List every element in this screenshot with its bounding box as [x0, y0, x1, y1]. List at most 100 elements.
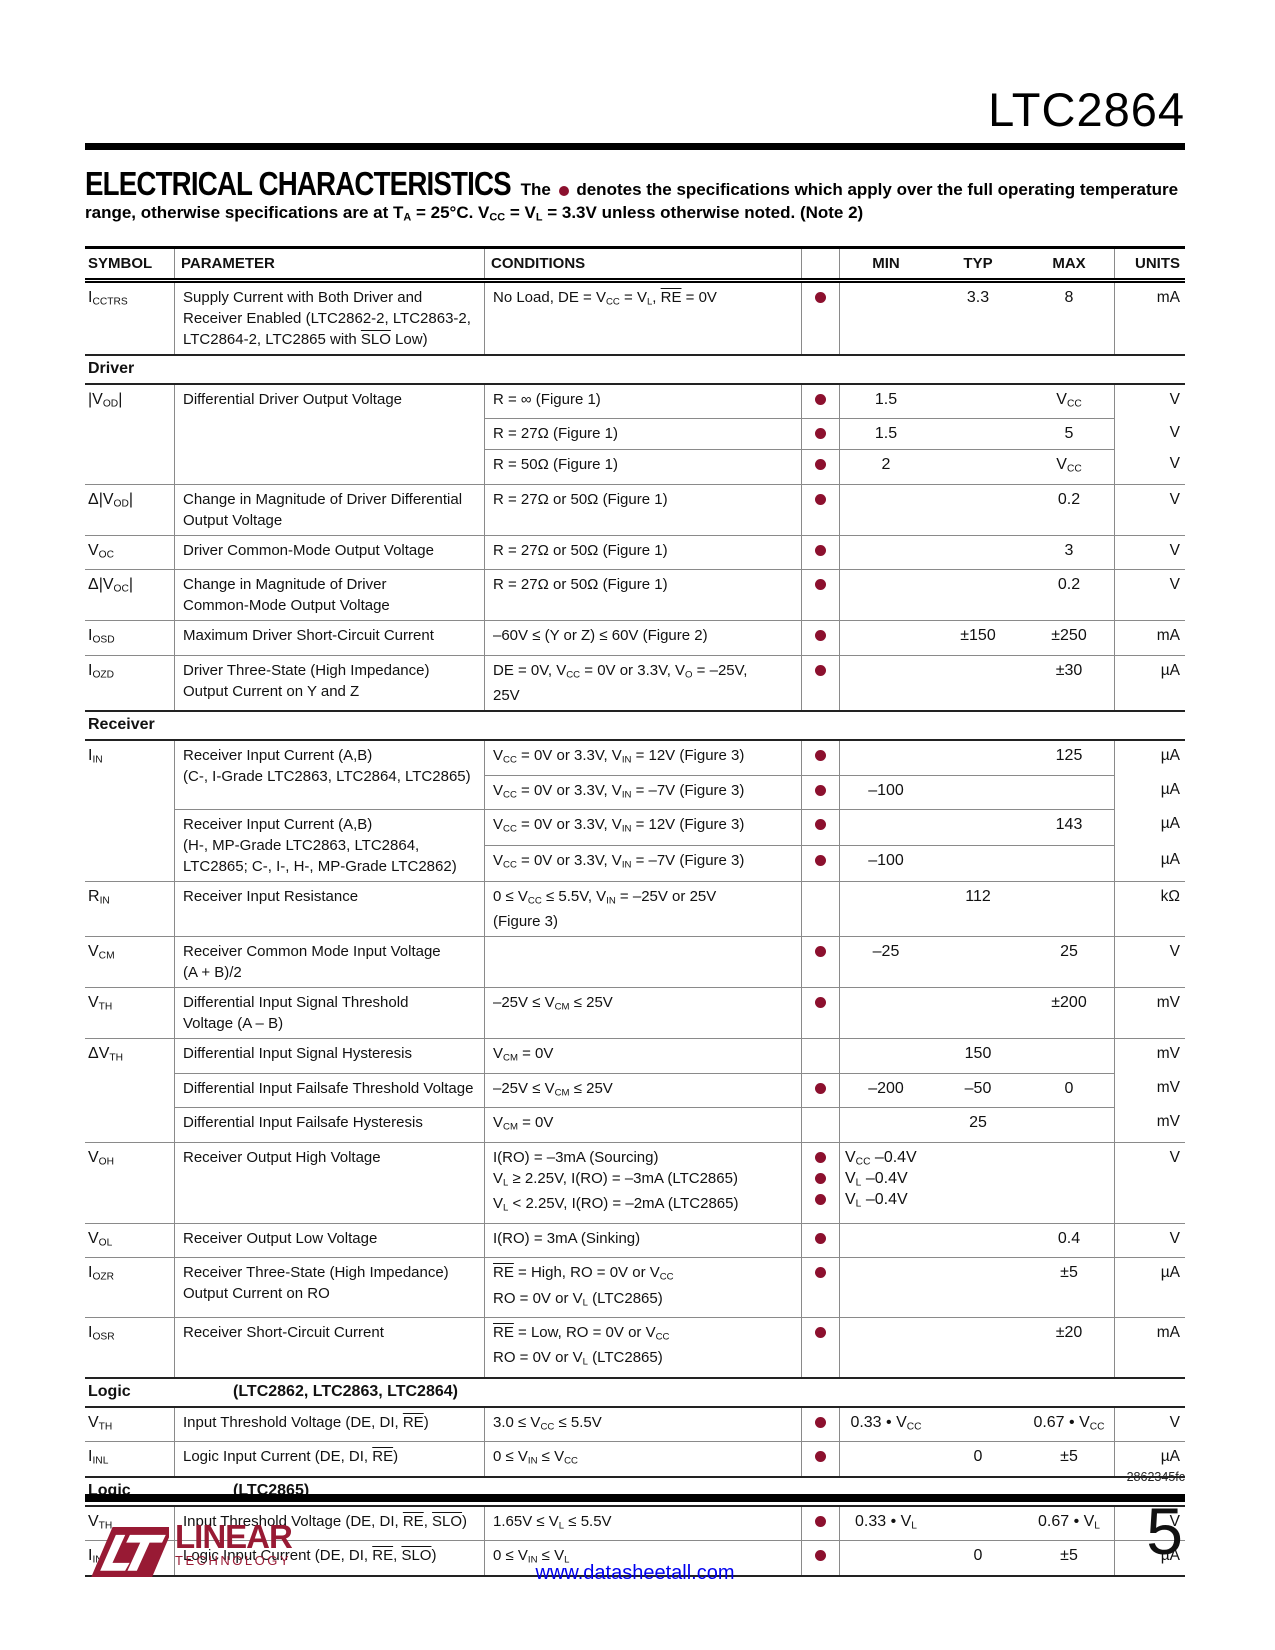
electrical-characteristics-table: SYMBOL PARAMETER CONDITIONS MIN TYP MAX UNITS … [85, 245, 1185, 1577]
min-cell: VCC –0.4V VL –0.4V VL –0.4V [845, 1148, 917, 1210]
units-cell: mV [1156, 994, 1180, 1012]
parameter-cell: Differential Driver Output Voltage [175, 384, 485, 484]
units-cell: mA [1156, 288, 1180, 306]
parameter-cell: Driver Three-State (High Impedance) Outpu… [175, 655, 485, 711]
dot-cell [802, 384, 840, 419]
typ-cell [932, 988, 1024, 1038]
typ-cell [932, 418, 1024, 449]
red-dot-icon [558, 186, 569, 196]
parameter-cell: Logic Input Current (DE, DI, RE, SLO) [175, 1541, 485, 1575]
symbol-cell: VCM [85, 937, 175, 988]
full-range-dot-icon [815, 1172, 826, 1184]
dot-cell [802, 845, 840, 882]
min-cell [840, 485, 932, 535]
heading-note-pre: The [520, 180, 551, 199]
units-cell: µA [1160, 1448, 1180, 1466]
conditions-cell: 1.65V ≤ VL ≤ 5.5V [485, 1506, 802, 1541]
symbol-cell: IOSD [85, 621, 175, 655]
dot-cell [802, 449, 840, 484]
dot-cell [802, 418, 840, 450]
typ-cell [932, 385, 1024, 419]
conditions-cell: VCM = 0V [485, 1039, 802, 1074]
parameter-cell: Differential Input Signal Hysteresis [175, 1039, 485, 1074]
dot-cell [802, 937, 840, 988]
dot-cell [802, 988, 840, 1039]
conditions-cell: R = 27Ω (Figure 1) [485, 418, 802, 450]
section-header-receiver: Receiver [85, 710, 1185, 742]
full-range-dot-icon [815, 750, 826, 762]
full-range-dot-icon [815, 630, 826, 642]
page-number: 5 [1146, 1494, 1183, 1568]
electrical-characteristics-title: ELECTRICAL CHARACTERISTICS [85, 165, 512, 202]
section-heading: ELECTRICAL CHARACTERISTICS The denotes t… [85, 165, 1185, 230]
max-cell [1024, 1107, 1115, 1142]
typ-cell [932, 1258, 1024, 1317]
typ-cell [932, 1143, 1024, 1223]
units-cell: V [1169, 541, 1180, 559]
max-cell: 0.2 [1024, 570, 1115, 621]
units-cell: µA [1160, 815, 1180, 833]
site-link[interactable]: www.datasheetall.com [535, 1562, 735, 1584]
symbol-cell [85, 1107, 175, 1142]
max-cell [1024, 774, 1115, 810]
typ-cell [932, 485, 1024, 535]
max-cell: 0.67 • VL [1024, 1506, 1115, 1541]
parameter-cell: Differential Input Failsafe Hysteresis [175, 1107, 485, 1142]
full-range-dot-icon [815, 664, 826, 676]
max-cell: VCC [1024, 449, 1115, 484]
spec-row: IOSR Receiver Short-Circuit Current RE = L… [85, 1316, 1185, 1377]
min-cell [840, 809, 932, 845]
section-title: Receiver [88, 716, 155, 734]
max-cell: ±5 [1024, 1541, 1115, 1575]
spec-row: Receiver Input Current (A,B) (H-, MP-Grad… [85, 809, 1185, 882]
spec-row: VOC Driver Common-Mode Output Voltage R = … [85, 534, 1185, 570]
symbol-cell: Δ|VOC| [85, 570, 175, 621]
typ-cell: 0 [973, 1547, 983, 1565]
units-cell: V [1169, 1413, 1180, 1431]
dot-cell [802, 1107, 840, 1142]
spec-row: IOZR Receiver Three-State (High Impedance… [85, 1257, 1185, 1317]
page-footer: 2862345fc LINEAR TECHNOLOGY www.datashee… [85, 1470, 1185, 1650]
spec-row: VCM Receiver Common Mode Input Voltage (A … [85, 936, 1185, 988]
units-cell: mV [1156, 1079, 1180, 1097]
header-rule [85, 143, 1185, 150]
units-cell: mV [1156, 1113, 1180, 1131]
typ-cell [932, 656, 1024, 710]
min-cell [840, 536, 932, 570]
max-cell: ±5 [1024, 1442, 1115, 1476]
full-range-dot-icon [815, 493, 826, 505]
units-cell: V [1169, 1229, 1180, 1247]
symbol-cell: VTH [85, 1506, 175, 1541]
spec-row: IINL Logic Input Current (DE, DI, RE) 0 ≤ … [85, 1441, 1185, 1476]
full-range-dot-icon [815, 1416, 826, 1428]
conditions-cell: R = 27Ω or 50Ω (Figure 1) [485, 535, 802, 570]
parameter-cell: Receiver Output High Voltage [175, 1142, 485, 1223]
conditions-cell: R = 50Ω (Figure 1) [485, 449, 802, 484]
min-cell: 2 [840, 449, 932, 484]
units-cell: µA [1160, 851, 1180, 869]
max-cell: ±5 [1024, 1258, 1115, 1317]
max-cell: 0.4 [1024, 1223, 1115, 1258]
typ-cell [932, 536, 1024, 570]
parameter-cell: Input Threshold Voltage (DE, DI, RE) [175, 1407, 485, 1442]
typ-cell: ±150 [960, 627, 996, 645]
parameter-cell: Supply Current with Both Driver and Recei… [175, 282, 485, 354]
dot-cell [802, 741, 840, 775]
typ-cell [932, 937, 1024, 987]
symbol-cell: ΔVTH [85, 1039, 175, 1074]
column-header-max: MAX [1024, 248, 1115, 278]
conditions-cell: R = 27Ω or 50Ω (Figure 1) [485, 484, 802, 535]
min-cell [840, 1258, 932, 1317]
logo-text: LINEAR TECHNOLOGY [175, 1520, 293, 1568]
conditions-cell: I(RO) = 3mA (Sinking) [485, 1223, 802, 1258]
spec-row: ICCTRS Supply Current with Both Driver an… [85, 282, 1185, 354]
units-cell: mA [1156, 627, 1180, 645]
lt-logo-icon [91, 1527, 169, 1577]
min-cell [840, 988, 932, 1038]
parameter-cell: Receiver Input Current (A,B) (C-, I-Grade… [175, 741, 485, 810]
symbol-cell: IOSR [85, 1317, 175, 1377]
units-cell: µA [1160, 1547, 1180, 1565]
full-range-dot-icon [815, 1083, 826, 1095]
full-range-dot-icon [815, 1232, 826, 1244]
